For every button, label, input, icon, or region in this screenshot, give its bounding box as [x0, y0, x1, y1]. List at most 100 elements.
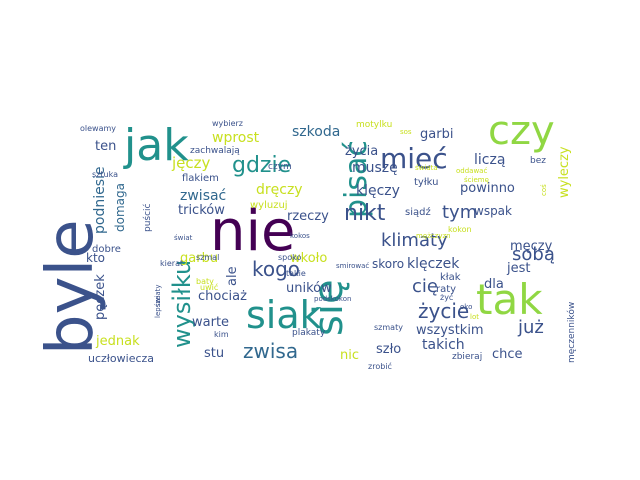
- cloud-word: wprost: [212, 130, 260, 146]
- cloud-word: zbieraj: [452, 352, 482, 362]
- cloud-word: stu: [204, 346, 224, 361]
- cloud-word: ten: [95, 139, 116, 154]
- cloud-word: siak: [246, 293, 322, 337]
- cloud-word: siądź: [405, 206, 431, 218]
- cloud-word: domaga: [113, 183, 127, 232]
- cloud-word: sos: [400, 128, 412, 136]
- cloud-word: dla: [484, 277, 504, 292]
- cloud-word: nikt: [344, 201, 386, 226]
- cloud-word: kokos: [290, 232, 310, 240]
- cloud-word: spoko: [278, 253, 301, 262]
- cloud-word: dręczy: [256, 182, 303, 198]
- cloud-word: lepsze: [154, 296, 162, 318]
- cloud-word: męczy: [510, 239, 553, 254]
- cloud-word: uwić: [200, 282, 218, 292]
- cloud-word: sobą: [512, 244, 555, 265]
- cloud-word: klimaty: [381, 230, 448, 251]
- cloud-word: gdzie: [232, 153, 291, 178]
- cloud-word: oko: [460, 303, 472, 311]
- cloud-word: świata: [415, 164, 438, 172]
- cloud-word: wkoło: [290, 251, 327, 266]
- cloud-word: rzeczy: [287, 209, 329, 224]
- cloud-word: wszystkim: [416, 323, 484, 338]
- cloud-word: coś: [540, 184, 548, 196]
- cloud-word: tak: [476, 275, 543, 324]
- cloud-word: raty: [436, 284, 456, 295]
- cloud-word: podniesie: [92, 166, 108, 234]
- cloud-word: byle: [34, 219, 108, 355]
- cloud-word: już: [517, 317, 544, 338]
- cloud-word: kogo: [252, 257, 300, 281]
- cloud-word: bez: [530, 156, 546, 166]
- cloud-word: zwisa: [243, 339, 298, 363]
- cloud-word: takich: [422, 337, 465, 353]
- cloud-word: światy: [154, 285, 162, 308]
- cloud-word: kierat: [160, 259, 183, 268]
- cloud-word: baty: [196, 277, 214, 286]
- cloud-word: wyleczy: [557, 146, 572, 198]
- cloud-word: sztuka: [92, 170, 118, 179]
- cloud-word: klęczek: [407, 256, 460, 272]
- cloud-word: wyluzuj: [250, 200, 288, 211]
- cloud-word: takie: [286, 269, 306, 278]
- cloud-word: zwisać: [180, 188, 226, 204]
- cloud-word: ściemę: [464, 176, 489, 184]
- cloud-word: motylku: [356, 120, 392, 130]
- cloud-word: pisać: [339, 140, 374, 218]
- cloud-word: zrobić: [368, 361, 392, 371]
- cloud-word: tyłku: [414, 177, 439, 188]
- cloud-word: garbu: [180, 251, 218, 266]
- cloud-word: wysiłku: [168, 260, 196, 348]
- cloud-word: świat: [174, 234, 193, 242]
- cloud-word: jest: [506, 261, 530, 276]
- cloud-word: cię: [412, 276, 438, 297]
- cloud-word: puścić: [142, 203, 153, 232]
- cloud-word: dobre: [92, 244, 121, 255]
- cloud-word: jednak: [95, 334, 140, 349]
- cloud-word: wybierz: [212, 119, 243, 128]
- cloud-word: nic: [340, 348, 359, 363]
- cloud-word: szmaty: [374, 323, 403, 332]
- cloud-word: życie: [418, 299, 469, 323]
- cloud-word: żyć: [440, 292, 453, 302]
- cloud-word: życia: [345, 144, 378, 159]
- cloud-word: jęczy: [171, 154, 211, 172]
- cloud-word: smirować: [336, 262, 369, 270]
- cloud-word: nie: [210, 199, 296, 264]
- cloud-word: chociaż: [198, 289, 247, 304]
- cloud-word: jak: [123, 120, 189, 171]
- cloud-word: mieć: [380, 142, 448, 175]
- cloud-word: kim: [214, 330, 229, 339]
- cloud-word: flakiem: [182, 173, 219, 184]
- cloud-word: kokon: [448, 225, 472, 234]
- cloud-word: skoro: [372, 257, 404, 271]
- cloud-word: czym: [268, 162, 292, 172]
- cloud-word: lot: [470, 313, 479, 321]
- cloud-word: męczenników: [566, 302, 577, 363]
- cloud-word: garbi: [420, 127, 453, 142]
- cloud-word: kłak: [440, 272, 461, 283]
- cloud-word: podskokon: [314, 295, 351, 303]
- cloud-word: klęczy: [356, 183, 400, 199]
- cloud-word: tricków: [178, 203, 225, 218]
- cloud-word: się: [306, 279, 352, 336]
- cloud-word: kto: [86, 251, 105, 265]
- cloud-word: szmal: [196, 253, 219, 262]
- cloud-word: muszę: [352, 160, 398, 176]
- cloud-word: tym: [442, 202, 477, 223]
- cloud-word: mężczyzn: [416, 232, 451, 240]
- cloud-word: pęczek: [93, 274, 108, 320]
- cloud-word: powinno: [460, 181, 515, 196]
- cloud-word: chce: [492, 347, 523, 362]
- cloud-word: ale: [225, 266, 240, 286]
- cloud-word: oddawać: [456, 167, 487, 175]
- cloud-word: liczą: [474, 152, 505, 168]
- cloud-word: olewamy: [80, 124, 116, 133]
- cloud-word: plakaty: [292, 328, 326, 338]
- cloud-word: warte: [192, 315, 229, 330]
- cloud-word: szło: [376, 342, 401, 357]
- cloud-word: zachwalają: [190, 146, 240, 156]
- cloud-word: czy: [488, 108, 555, 154]
